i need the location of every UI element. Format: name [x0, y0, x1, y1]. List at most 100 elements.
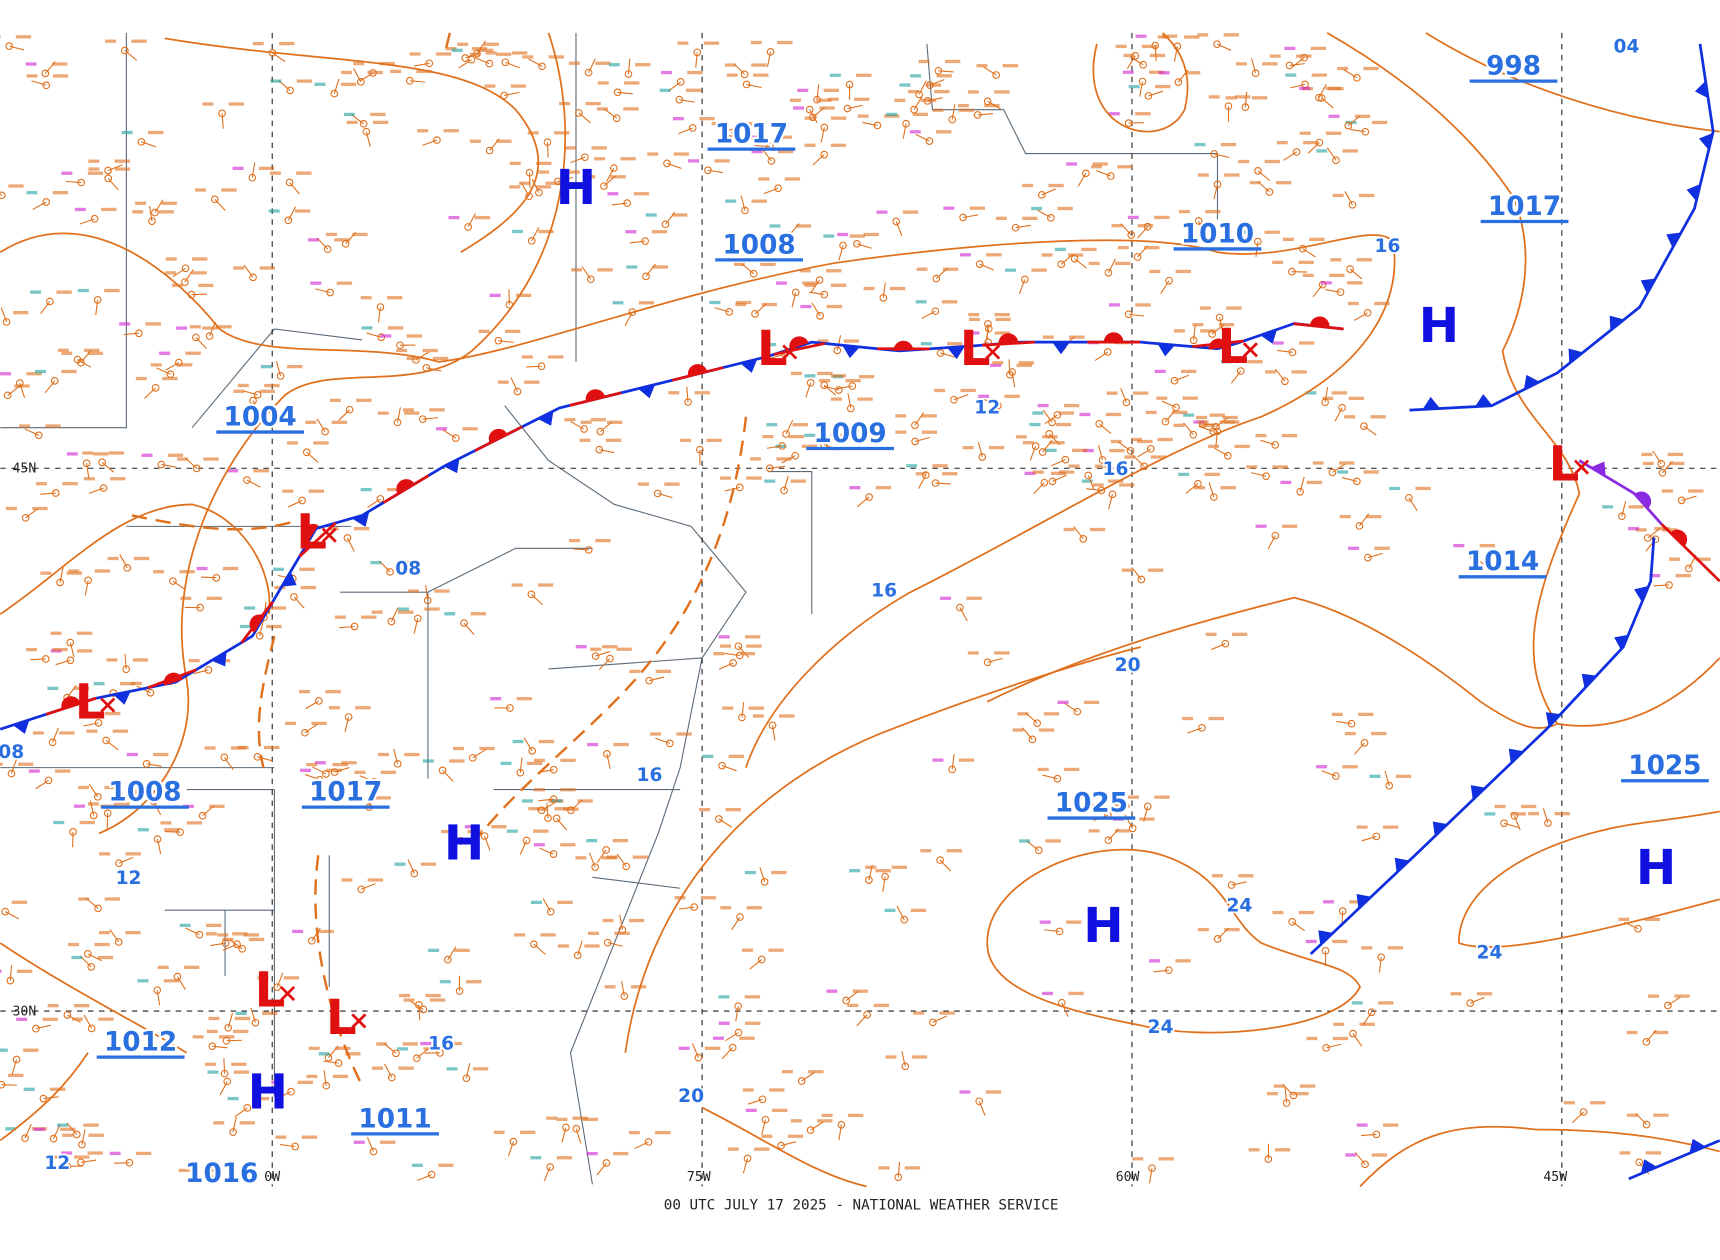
station-text	[50, 631, 62, 635]
station-text	[336, 281, 353, 285]
station-text	[1306, 1036, 1318, 1041]
isobar-label: 1025	[1628, 751, 1701, 781]
wind-barb	[1064, 702, 1078, 713]
station	[1073, 707, 1082, 716]
station-text	[1359, 1022, 1375, 1026]
station-text	[745, 1021, 761, 1025]
station	[98, 458, 106, 467]
wind-barb	[862, 122, 878, 126]
station	[549, 765, 558, 774]
wind-barb	[1044, 929, 1060, 933]
station-text	[40, 571, 52, 575]
wind-barb	[156, 367, 171, 375]
wind-barb	[172, 267, 186, 278]
station-text	[1272, 465, 1288, 469]
station	[1104, 268, 1113, 277]
station	[1031, 442, 1040, 450]
station-text	[189, 325, 201, 329]
wind-barb	[316, 418, 326, 432]
station	[243, 476, 251, 484]
station	[249, 273, 257, 282]
station-text	[1197, 420, 1209, 424]
station-text	[704, 1046, 721, 1050]
wind-barb	[617, 91, 633, 95]
station-text	[1109, 448, 1125, 453]
station-text	[504, 329, 521, 333]
station-text	[16, 969, 33, 973]
station	[376, 495, 385, 503]
station-text	[1226, 306, 1242, 310]
station-text	[1354, 114, 1371, 118]
station-text	[1273, 1084, 1285, 1088]
station	[975, 1097, 984, 1106]
station	[238, 944, 247, 953]
wind-barb	[902, 123, 907, 139]
station	[1210, 150, 1219, 158]
station-text	[1173, 329, 1185, 333]
wind-barb	[88, 783, 99, 798]
station-text	[1476, 992, 1493, 996]
station	[249, 396, 257, 405]
station-text	[787, 1134, 804, 1138]
station	[12, 1055, 21, 1064]
station-text	[1082, 448, 1094, 453]
isobar	[986, 848, 1362, 1034]
wind-barb	[315, 288, 331, 294]
wind-barb	[368, 792, 373, 808]
warm-front-semicircle	[1634, 491, 1652, 509]
station-text	[976, 64, 988, 68]
wind-barb	[780, 1141, 797, 1147]
station-text	[79, 820, 95, 825]
wind-barb	[1503, 822, 1519, 829]
station-text	[1124, 455, 1136, 459]
station	[220, 753, 229, 762]
station-text	[560, 758, 576, 763]
station	[7, 769, 16, 778]
wind-barb	[365, 131, 371, 147]
station	[1034, 846, 1043, 855]
station-text	[1156, 396, 1168, 400]
station-text	[1178, 472, 1190, 477]
station	[530, 940, 538, 949]
station-text	[750, 457, 762, 461]
wind-barb	[1363, 425, 1377, 436]
station-text	[1310, 46, 1327, 51]
station-text	[521, 355, 533, 359]
station-text	[831, 397, 843, 401]
station-text	[1234, 444, 1250, 449]
station-text	[1208, 95, 1220, 99]
wind-barb	[1334, 407, 1343, 422]
wind-barb	[619, 914, 623, 930]
station	[1037, 191, 1046, 199]
station-text	[299, 567, 315, 571]
station-text	[84, 348, 100, 352]
contour-label: 24	[1476, 942, 1502, 963]
contour-label: 08	[0, 742, 24, 763]
station-text	[402, 1042, 418, 1046]
station-text	[23, 1048, 39, 1052]
wind-barb	[1148, 90, 1164, 97]
station	[983, 97, 992, 106]
station-text	[727, 1147, 739, 1151]
station	[1106, 172, 1115, 180]
wind-barb	[109, 929, 120, 943]
station-text	[849, 486, 861, 490]
station-text	[264, 745, 280, 750]
wind-barb	[901, 1051, 906, 1067]
wind-barb	[785, 420, 794, 435]
station-text	[1329, 273, 1345, 278]
station-text	[885, 1055, 897, 1059]
station	[1315, 93, 1323, 102]
station	[357, 77, 365, 86]
station-text	[1371, 1153, 1387, 1157]
station-text	[718, 995, 730, 999]
station-text	[444, 612, 456, 616]
station-text	[910, 74, 922, 78]
wind-barb	[146, 763, 162, 767]
wind-barb	[634, 1141, 649, 1149]
station-text	[635, 63, 651, 67]
station-text	[985, 1090, 1002, 1094]
wind-barb	[35, 1024, 52, 1030]
station-text	[135, 1151, 152, 1156]
station-text	[687, 70, 703, 75]
